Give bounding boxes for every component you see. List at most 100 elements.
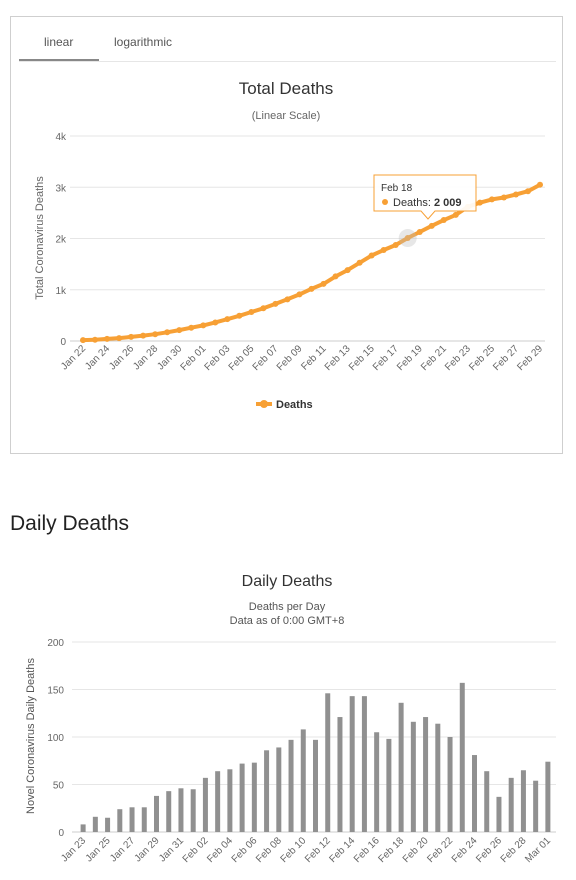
data-point[interactable] xyxy=(260,305,267,312)
daily-deaths-bar[interactable] xyxy=(361,696,367,832)
daily-deaths-bar[interactable] xyxy=(398,702,404,832)
x-tick-label: Feb 12 xyxy=(303,835,333,865)
data-point[interactable] xyxy=(224,316,231,323)
data-point[interactable] xyxy=(116,335,123,342)
legend[interactable]: Deaths xyxy=(256,399,313,411)
data-point[interactable] xyxy=(452,211,459,218)
daily-deaths-bar[interactable] xyxy=(227,769,233,832)
tab-linear[interactable]: linear xyxy=(44,35,74,49)
daily-deaths-bar[interactable] xyxy=(386,738,392,832)
daily-deaths-bar[interactable] xyxy=(276,747,282,832)
daily-deaths-bar[interactable] xyxy=(129,807,135,832)
data-point[interactable] xyxy=(176,327,183,334)
y-tick-label: 100 xyxy=(47,733,64,744)
daily-deaths-bar[interactable] xyxy=(533,780,539,832)
daily-deaths-bar[interactable] xyxy=(202,777,208,832)
x-tick-label: Feb 08 xyxy=(254,835,284,865)
data-point[interactable] xyxy=(152,331,159,338)
daily-deaths-bar[interactable] xyxy=(190,789,196,832)
daily-deaths-bar[interactable] xyxy=(80,824,86,832)
daily-deaths-bar[interactable] xyxy=(374,732,380,832)
data-point[interactable] xyxy=(128,333,135,340)
data-point[interactable] xyxy=(212,319,219,326)
data-point[interactable] xyxy=(500,194,507,201)
x-tick-label: Jan 26 xyxy=(107,343,136,372)
daily-deaths-bar[interactable] xyxy=(447,737,453,832)
data-point[interactable] xyxy=(380,247,387,254)
data-point[interactable] xyxy=(537,181,543,188)
data-point[interactable] xyxy=(368,252,375,259)
daily-deaths-bar[interactable] xyxy=(300,729,306,832)
data-point[interactable] xyxy=(164,329,171,336)
x-tick-label: Feb 22 xyxy=(425,835,455,865)
daily-deaths-bar[interactable] xyxy=(141,807,147,832)
data-point[interactable] xyxy=(392,242,399,249)
y-tick-label: 200 xyxy=(47,638,64,649)
data-point[interactable] xyxy=(80,337,86,344)
x-tick-label: Feb 20 xyxy=(401,835,431,865)
data-point[interactable] xyxy=(344,267,351,274)
data-point[interactable] xyxy=(296,291,303,298)
data-point[interactable] xyxy=(284,296,291,303)
daily-deaths-bar[interactable] xyxy=(349,696,355,832)
x-tick-label: Feb 21 xyxy=(419,343,449,373)
data-point[interactable] xyxy=(440,217,447,224)
daily-deaths-bar[interactable] xyxy=(178,788,184,832)
x-tick-label: Feb 19 xyxy=(395,343,425,373)
daily-deaths-bar[interactable] xyxy=(251,762,257,832)
daily-deaths-bar[interactable] xyxy=(313,739,318,832)
daily-deaths-bar[interactable] xyxy=(508,777,514,832)
data-point[interactable] xyxy=(524,188,531,195)
daily-deaths-bar[interactable] xyxy=(215,771,221,832)
legend-marker-icon xyxy=(260,400,268,408)
daily-deaths-bar[interactable] xyxy=(410,721,416,832)
x-tick-label: Feb 28 xyxy=(499,835,529,865)
data-point[interactable] xyxy=(428,222,435,229)
x-tick-label: Feb 06 xyxy=(230,835,260,865)
daily-deaths-bar[interactable] xyxy=(337,717,343,832)
daily-deaths-bar[interactable] xyxy=(239,763,245,832)
data-point[interactable] xyxy=(308,285,315,292)
daily-deaths-bar[interactable] xyxy=(325,693,331,832)
data-point[interactable] xyxy=(104,335,111,342)
data-point[interactable] xyxy=(416,229,423,236)
tab-logarithmic[interactable]: logarithmic xyxy=(114,35,173,49)
daily-deaths-bar[interactable] xyxy=(92,816,98,832)
chart-title: Daily Deaths xyxy=(242,573,333,590)
daily-deaths-bar[interactable] xyxy=(166,791,172,832)
data-point[interactable] xyxy=(332,273,339,280)
data-point[interactable] xyxy=(140,332,147,339)
data-point[interactable] xyxy=(92,336,99,343)
tooltip-date: Feb 18 xyxy=(381,183,413,194)
tooltip-colon: : xyxy=(428,197,434,209)
daily-deaths-bar[interactable] xyxy=(472,755,477,832)
data-point[interactable] xyxy=(488,196,495,203)
daily-deaths-bar[interactable] xyxy=(520,770,526,832)
daily-deaths-bar[interactable] xyxy=(288,739,294,832)
daily-deaths-bar[interactable] xyxy=(435,723,441,832)
daily-deaths-bar[interactable] xyxy=(545,761,551,832)
daily-deaths-bar[interactable] xyxy=(154,795,159,832)
data-point[interactable] xyxy=(476,199,483,206)
chart-subtitle-line-1: Deaths per Day xyxy=(249,601,326,613)
data-point[interactable] xyxy=(320,280,327,287)
daily-deaths-bar[interactable] xyxy=(496,796,502,832)
data-point[interactable] xyxy=(272,300,279,307)
data-point[interactable] xyxy=(248,309,255,316)
chart-subtitle: (Linear Scale) xyxy=(252,110,320,122)
daily-deaths-bar[interactable] xyxy=(117,809,123,832)
x-tick-label: Feb 23 xyxy=(443,343,473,373)
daily-deaths-bar[interactable] xyxy=(105,817,111,832)
daily-deaths-bar[interactable] xyxy=(423,717,429,832)
data-point[interactable] xyxy=(200,322,207,329)
daily-deaths-bar[interactable] xyxy=(459,682,465,832)
data-point[interactable] xyxy=(512,191,519,198)
data-point[interactable] xyxy=(236,312,243,319)
x-tick-label: Feb 07 xyxy=(251,343,281,373)
data-point[interactable] xyxy=(404,235,411,242)
data-point[interactable] xyxy=(188,324,195,331)
daily-deaths-bar[interactable] xyxy=(264,750,270,832)
daily-deaths-bar[interactable] xyxy=(484,771,490,832)
x-tick-label: Jan 24 xyxy=(83,343,112,372)
data-point[interactable] xyxy=(356,259,363,266)
